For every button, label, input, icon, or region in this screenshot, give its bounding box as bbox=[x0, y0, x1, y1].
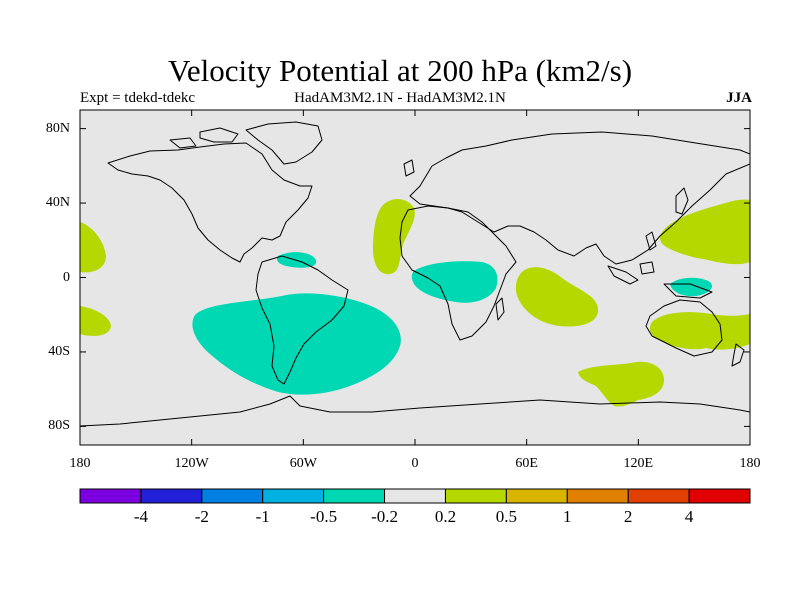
coastlines bbox=[80, 121, 750, 427]
anomaly-southern-ocean bbox=[578, 361, 664, 407]
coast-arctic-islands bbox=[169, 127, 239, 149]
anomaly-central-africa bbox=[411, 261, 498, 303]
colorbar-label: -4 bbox=[133, 507, 148, 526]
anomaly-australia bbox=[649, 312, 750, 350]
plot-title: Velocity Potential at 200 hPa (km2/s) bbox=[167, 53, 633, 88]
lon-label: 180 bbox=[739, 456, 761, 471]
experiment-label: Expt = tdekd-tdekc bbox=[80, 90, 196, 106]
colorbar-label: 1 bbox=[563, 507, 572, 526]
colorbar-swatch bbox=[627, 488, 690, 504]
season-label: JJA bbox=[726, 90, 752, 106]
colorbar-swatch bbox=[384, 488, 446, 504]
axis-ticks bbox=[79, 110, 751, 445]
lon-label: 180 bbox=[69, 456, 91, 471]
coast-japan bbox=[675, 187, 689, 215]
lat-label: 40N bbox=[45, 195, 70, 211]
coast-eurasia bbox=[409, 131, 750, 265]
colorbar-swatch bbox=[566, 488, 629, 504]
anomaly-central-pacific-south bbox=[80, 306, 111, 336]
colorbar-label: -2 bbox=[194, 507, 209, 526]
lat-label: 80N bbox=[45, 120, 70, 136]
colorbar-swatch bbox=[262, 488, 325, 504]
coast-maritime bbox=[607, 231, 713, 299]
anomaly-south-america bbox=[192, 293, 401, 395]
colorbar-label: 0.2 bbox=[434, 507, 457, 526]
coast-madagascar bbox=[495, 297, 505, 321]
coast-new-zealand bbox=[731, 343, 745, 367]
anomaly-maritime-continent bbox=[670, 277, 713, 297]
coast-greenland bbox=[245, 121, 323, 165]
lon-label: 60W bbox=[289, 456, 317, 471]
colorbar-swatch bbox=[140, 488, 203, 504]
colorbar-swatch bbox=[79, 488, 142, 504]
colorbar-label: -1 bbox=[255, 507, 270, 526]
coast-uk bbox=[403, 159, 415, 177]
colorbar-label: 4 bbox=[684, 507, 694, 526]
coast-north-america bbox=[107, 142, 313, 263]
model-label: HadAM3M2.1N - HadAM3M2.1N bbox=[294, 90, 506, 106]
lon-label: 60E bbox=[515, 456, 538, 471]
colorbar-label: -0.5 bbox=[310, 507, 338, 526]
anomaly-western-pacific-north bbox=[660, 199, 750, 265]
anomaly-central-pacific-north bbox=[80, 222, 106, 273]
colorbar-swatch bbox=[444, 488, 507, 504]
lat-label: 80S bbox=[48, 418, 70, 434]
lat-label: 0 bbox=[63, 269, 70, 285]
colorbar-label: -0.2 bbox=[371, 507, 398, 526]
lon-label: 120E bbox=[623, 456, 654, 471]
coast-australia bbox=[645, 299, 723, 357]
lon-label: 120W bbox=[174, 456, 209, 471]
colorbar-swatch bbox=[323, 488, 386, 504]
coast-africa bbox=[399, 205, 517, 341]
lat-label: 40S bbox=[48, 343, 70, 359]
coast-antarctica bbox=[80, 395, 750, 427]
anomaly-layer bbox=[80, 199, 750, 407]
colorbar-label: 2 bbox=[623, 507, 633, 526]
colorbar-swatch bbox=[505, 488, 568, 504]
anomaly-indian-ocean bbox=[515, 267, 599, 327]
colorbar bbox=[79, 488, 751, 504]
colorbar-swatch bbox=[688, 488, 751, 504]
colorbar-label: 0.5 bbox=[495, 507, 517, 526]
colorbar-swatch bbox=[201, 488, 264, 504]
lon-label: 0 bbox=[411, 456, 419, 471]
coast-south-america bbox=[255, 255, 349, 385]
